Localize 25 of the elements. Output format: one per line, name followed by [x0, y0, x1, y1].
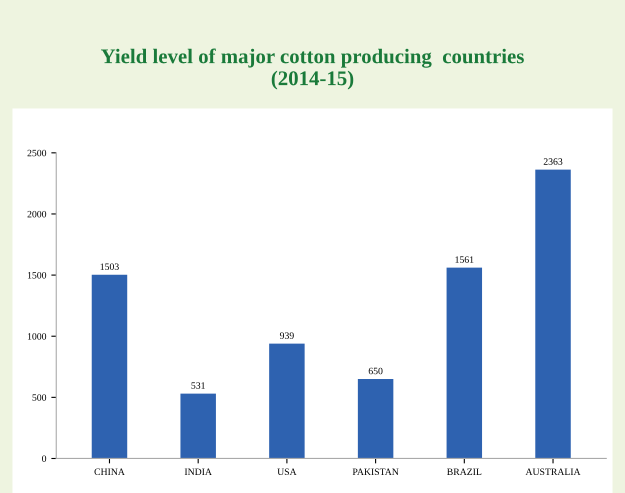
bar [180, 394, 216, 458]
y-tick-label: 500 [32, 394, 46, 401]
x-tick-label: USA [277, 468, 297, 476]
y-tick-label: 1500 [28, 272, 46, 279]
chart-title: Yield level of major cotton producing countries (2014-15) [100, 48, 524, 90]
y-tick-label: 2500 [28, 150, 46, 156]
y-tick-label: 0 [42, 455, 46, 462]
x-tick-label: PAKISTAN [352, 468, 399, 476]
data-label: 650 [368, 368, 383, 374]
x-tick-label: BRAZIL [447, 468, 482, 475]
x-tick-label: AUSTRALIA [526, 468, 580, 476]
bar [269, 344, 305, 458]
bar [535, 170, 571, 458]
data-label: 1503 [100, 263, 119, 270]
y-tick-label: 1000 [28, 333, 46, 340]
data-label: 1561 [455, 256, 474, 263]
data-label: 939 [280, 332, 294, 339]
bar [358, 379, 394, 458]
x-tick-label: INDIA [184, 468, 212, 475]
x-tick-label: CHINA [94, 468, 125, 476]
bar [446, 268, 482, 458]
data-label: 2363 [544, 158, 562, 165]
y-tick-label: 2000 [28, 210, 46, 218]
bar [92, 274, 128, 458]
data-label: 531 [191, 382, 205, 389]
